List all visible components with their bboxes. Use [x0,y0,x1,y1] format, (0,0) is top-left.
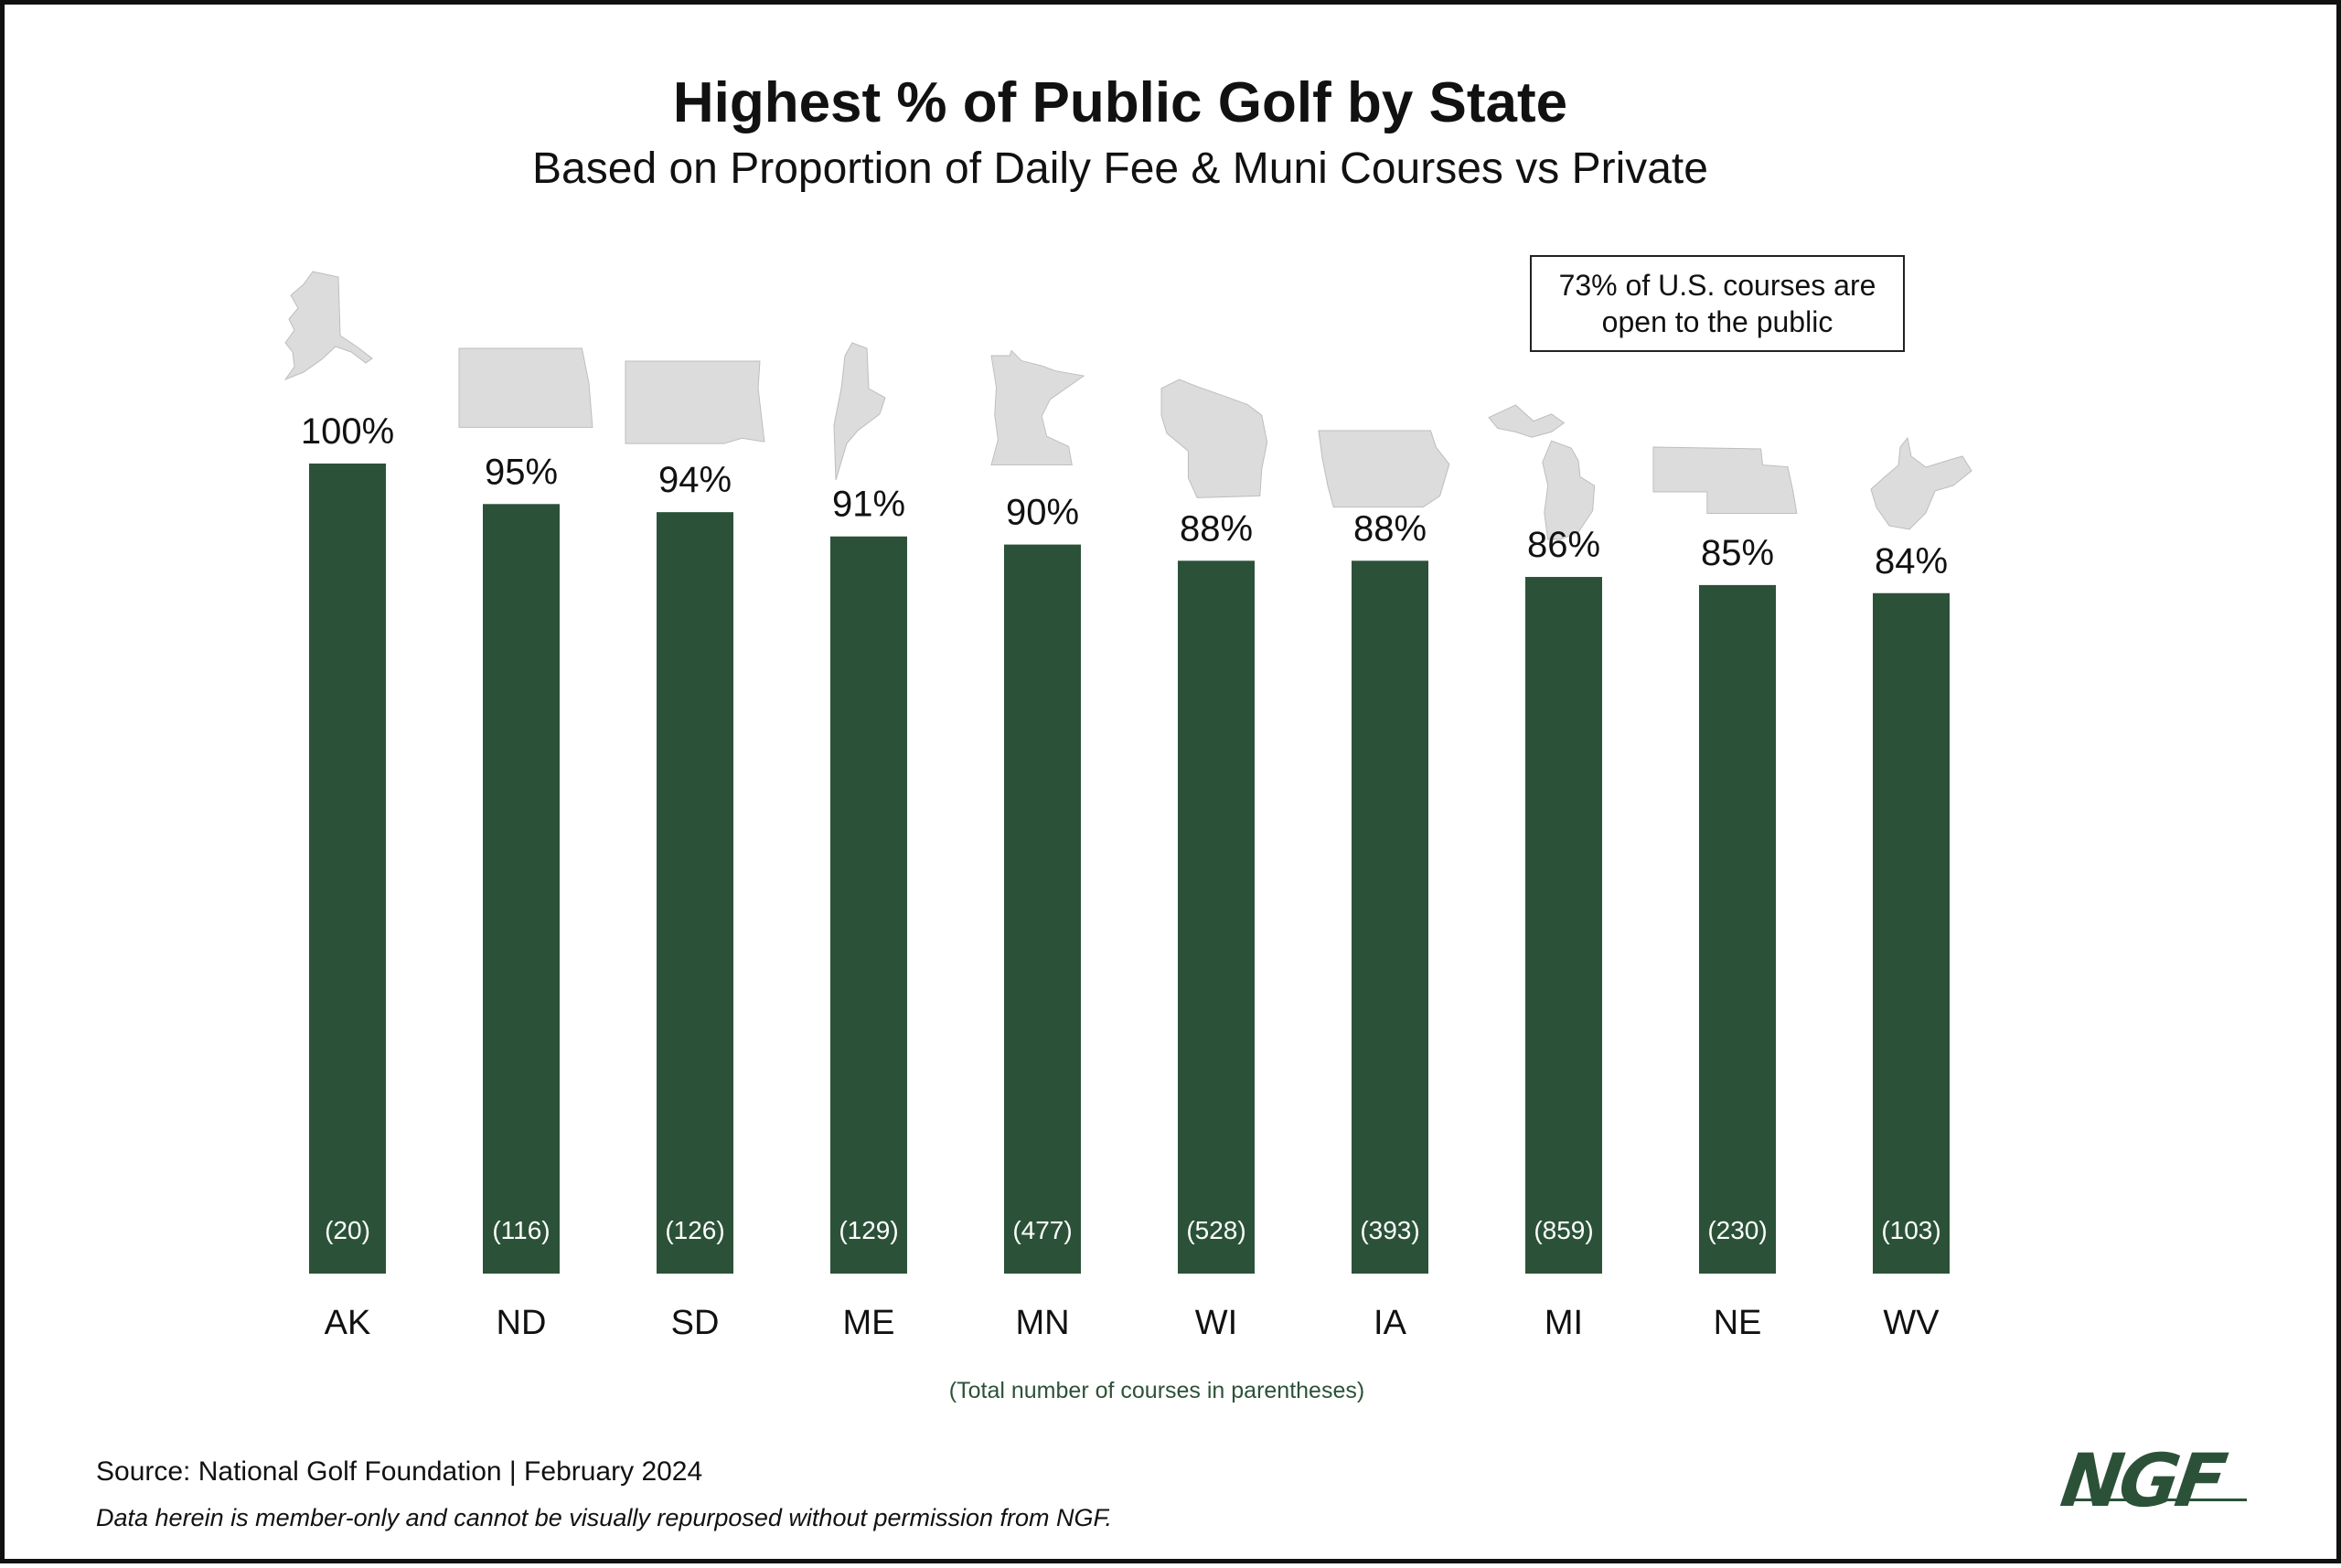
value-label-mi: 86% [1527,525,1600,565]
value-label-sd: 94% [658,460,732,500]
iowa-state-icon [1318,430,1450,508]
maine-state-icon [833,342,886,481]
bar-mi [1525,577,1602,1274]
tick-label-me: ME [843,1304,895,1342]
north-dakota-state-icon [458,347,593,428]
parentheses-note: (Total number of courses in parentheses) [948,1378,1365,1403]
alaska-state-icon [283,271,373,381]
course-count-mi: (859) [1534,1216,1593,1244]
value-label-ak: 100% [301,411,394,452]
bar-ne [1699,584,1776,1274]
value-label-wv: 84% [1875,541,1948,581]
tick-label-wv: WV [1883,1304,1940,1342]
tick-label-sd: SD [671,1304,720,1342]
course-count-wv: (103) [1881,1216,1940,1244]
chart-subtitle: Based on Proportion of Daily Fee & Muni … [532,144,1708,193]
course-count-sd: (126) [665,1216,724,1244]
wisconsin-state-icon [1160,379,1268,498]
course-count-me: (129) [839,1216,898,1244]
minnesota-state-icon [990,349,1085,466]
value-label-ne: 85% [1701,533,1774,573]
value-label-me: 91% [832,485,905,525]
michigan-state-icon [1488,404,1596,540]
bar-nd [483,504,560,1274]
source-text: Source: National Golf Foundation | Febru… [96,1456,703,1487]
tick-label-mn: MN [1015,1304,1069,1342]
bar-chart: 100% (20) AK 95% (116) ND 94% (126) SD 91% (129) ME… [283,271,1972,1342]
course-count-mn: (477) [1012,1216,1072,1244]
course-count-ne: (230) [1707,1216,1767,1244]
tick-label-wi: WI [1195,1304,1237,1342]
tick-label-ia: IA [1374,1304,1407,1342]
course-count-ak: (20) [325,1216,370,1244]
bar-wv [1873,592,1950,1274]
disclaimer-text: Data herein is member-only and cannot be… [96,1504,1113,1531]
south-dakota-state-icon [625,360,765,444]
tick-label-ne: NE [1714,1304,1762,1342]
bar-sd [657,512,733,1274]
west-virginia-state-icon [1870,436,1972,530]
bar-wi [1178,560,1255,1274]
value-label-nd: 95% [485,452,558,492]
ngf-logo-underline [2073,1499,2247,1501]
course-count-wi: (528) [1186,1216,1245,1244]
bar-ak [309,464,386,1274]
value-label-wi: 88% [1180,508,1253,549]
chart-title: Highest % of Public Golf by State [672,71,1568,134]
callout-text: 73% of U.S. courses are open to the publ… [1558,269,1876,338]
ngf-logo: NGF [2056,1438,2229,1523]
course-count-ia: (393) [1360,1216,1419,1244]
tick-label-mi: MI [1545,1304,1583,1342]
nebraska-state-icon [1652,446,1798,515]
bar-ia [1352,560,1428,1274]
tick-label-ak: AK [325,1304,371,1342]
value-label-mn: 90% [1006,493,1079,533]
course-count-nd: (116) [492,1216,550,1244]
value-label-ia: 88% [1353,508,1427,549]
callout-box: 73% of U.S. courses are open to the publ… [1530,255,1905,352]
bar-mn [1004,544,1081,1274]
tick-label-nd: ND [497,1304,547,1342]
bar-me [830,536,907,1274]
